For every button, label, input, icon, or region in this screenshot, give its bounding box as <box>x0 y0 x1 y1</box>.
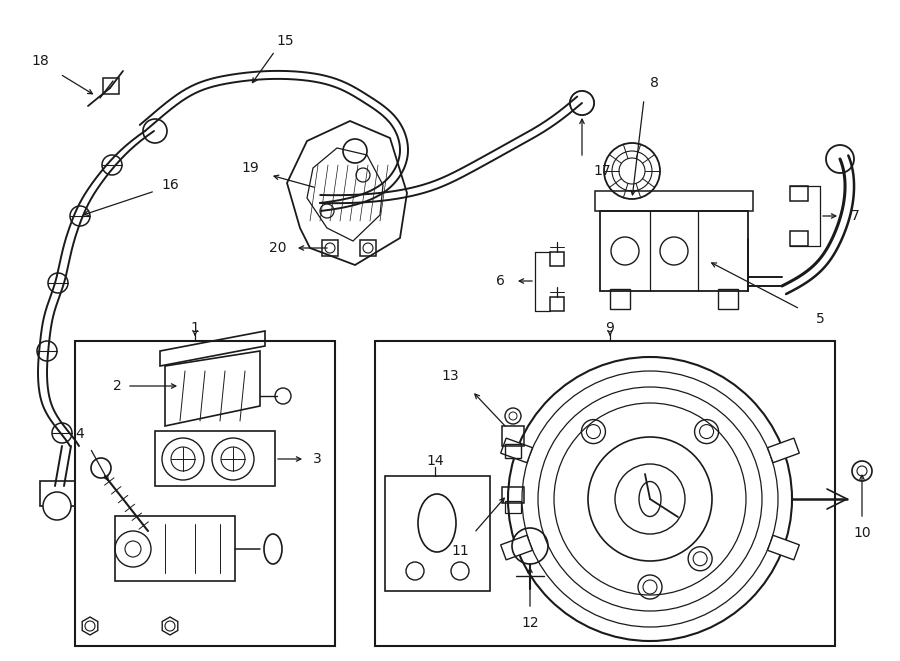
Text: 12: 12 <box>521 616 539 630</box>
Bar <box>550 252 564 266</box>
Bar <box>505 444 521 458</box>
Text: 2: 2 <box>112 379 122 393</box>
Circle shape <box>102 155 122 175</box>
Bar <box>790 231 808 246</box>
Circle shape <box>43 492 71 520</box>
Bar <box>75 341 335 646</box>
Text: 7: 7 <box>850 209 860 223</box>
Circle shape <box>37 341 57 361</box>
Circle shape <box>143 119 167 143</box>
Bar <box>550 297 564 311</box>
Circle shape <box>48 273 68 293</box>
Circle shape <box>52 423 72 443</box>
Bar <box>718 289 738 309</box>
Text: 9: 9 <box>606 321 615 335</box>
Text: 3: 3 <box>312 452 321 466</box>
Bar <box>360 240 376 256</box>
Text: 15: 15 <box>276 34 293 48</box>
Text: 17: 17 <box>593 164 611 178</box>
Text: 11: 11 <box>451 544 469 558</box>
Bar <box>768 438 799 463</box>
Bar <box>103 78 119 94</box>
Bar <box>595 191 753 211</box>
Text: 16: 16 <box>161 178 179 192</box>
Bar <box>790 186 808 201</box>
Text: 14: 14 <box>427 454 444 468</box>
Bar <box>155 431 275 486</box>
Text: 19: 19 <box>241 161 259 175</box>
Text: 20: 20 <box>269 241 287 255</box>
Text: 8: 8 <box>650 76 659 90</box>
Bar <box>500 438 533 463</box>
Bar <box>502 426 524 446</box>
Text: 18: 18 <box>32 54 49 68</box>
Text: 1: 1 <box>191 321 200 335</box>
Text: 6: 6 <box>496 274 504 288</box>
Bar <box>40 481 75 506</box>
Circle shape <box>570 91 594 115</box>
Circle shape <box>343 139 367 163</box>
Text: 4: 4 <box>76 427 85 441</box>
Bar <box>322 240 338 256</box>
Bar <box>610 289 630 309</box>
Circle shape <box>91 458 111 478</box>
Bar <box>600 211 748 291</box>
Bar <box>500 535 533 560</box>
Text: 5: 5 <box>815 312 824 326</box>
Bar <box>115 516 235 581</box>
Text: 10: 10 <box>853 526 871 540</box>
Bar <box>502 487 524 503</box>
Bar <box>385 476 490 591</box>
Bar <box>505 501 521 513</box>
Bar <box>768 535 799 560</box>
Bar <box>375 341 835 646</box>
Circle shape <box>70 206 90 226</box>
Text: 13: 13 <box>441 369 459 383</box>
